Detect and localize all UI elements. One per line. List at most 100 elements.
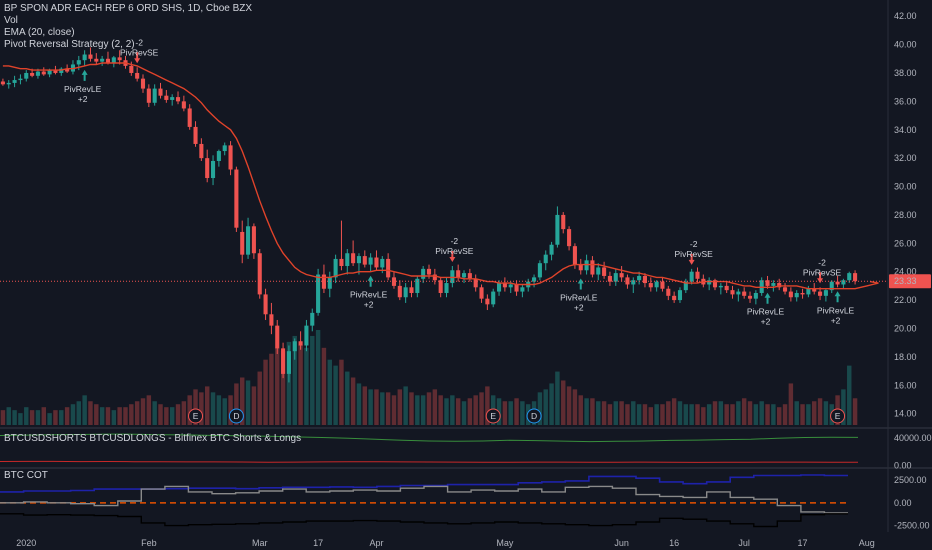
candle-body [18, 78, 23, 81]
volume-bar [12, 410, 17, 425]
volume-bar [438, 395, 443, 425]
candle-body [637, 275, 642, 281]
volume-bar [385, 392, 391, 425]
long-signal-arrow [367, 275, 374, 287]
event-letter: D [531, 411, 537, 421]
candle-body [607, 275, 612, 282]
candle-body [672, 295, 677, 301]
volume-bar [455, 398, 461, 425]
candle-body [82, 54, 87, 61]
volume-bar [712, 401, 718, 425]
price-tick-label: 18.00 [894, 352, 917, 362]
candle-body [549, 244, 554, 255]
pane3-tick-label: -2500.00 [894, 521, 930, 531]
volume-bar [310, 335, 315, 425]
candle-body [707, 280, 712, 285]
candle-body [281, 348, 286, 374]
candle-body [631, 280, 636, 285]
candle-body [304, 325, 309, 346]
candle-body [386, 258, 391, 278]
volume-bar [677, 401, 683, 425]
ema-legend[interactable]: EMA (20, close) [4, 27, 75, 38]
pane2-legend: BTCUSDSHORTS BTCUSDLONGS - Bitfinex BTC … [4, 433, 301, 445]
candle-body [187, 108, 192, 127]
candle-body [841, 280, 846, 285]
candle-body [298, 341, 303, 346]
time-tick-label: 17 [798, 538, 808, 548]
short-signal-qty: -2 [690, 239, 698, 249]
candle-body [438, 280, 443, 293]
candle-body [712, 280, 718, 288]
volume-bar [590, 398, 595, 425]
volume-bar [485, 386, 490, 425]
candle-body [41, 71, 46, 75]
volume-bar [222, 398, 227, 425]
candle-body [502, 283, 507, 288]
time-tick-label: Jun [614, 538, 629, 548]
volume-bar [327, 359, 332, 425]
price-tick-label: 14.00 [894, 409, 917, 419]
candle-body [561, 214, 566, 230]
volume-bar [461, 401, 467, 425]
volume-bar [724, 404, 729, 425]
volume-bar [736, 401, 741, 425]
candle-body [806, 288, 811, 295]
candle-body [403, 287, 408, 298]
candle-body [158, 88, 163, 96]
volume-bar [718, 401, 724, 425]
volume-bar [123, 407, 128, 425]
price-tick-label: 28.00 [894, 210, 917, 220]
volume-bar [642, 404, 648, 425]
candle-body [199, 143, 204, 159]
candle-body [263, 294, 268, 315]
candle-body [479, 287, 484, 299]
longs-line [0, 433, 859, 443]
time-tick-label: Jul [738, 538, 750, 548]
candle-body [35, 71, 40, 76]
volume-bar [619, 401, 624, 425]
shorts-line [0, 460, 859, 463]
candle-body [730, 290, 735, 295]
volume-bar [164, 407, 169, 425]
candle-body [129, 65, 134, 73]
volume-bar [771, 404, 776, 425]
candle-body [397, 285, 402, 298]
time-tick-label: Apr [369, 538, 383, 548]
volume-bar [269, 353, 274, 425]
candle-body [677, 290, 683, 301]
volume-bar [374, 389, 379, 425]
price-tick-label: 34.00 [894, 125, 917, 135]
volume-bar [380, 392, 385, 425]
volume-bar [607, 404, 613, 425]
volume-bar [175, 404, 181, 425]
cot-blue-line [0, 474, 848, 493]
candle-body [432, 274, 437, 281]
candle-body [660, 281, 665, 289]
volume-bar [730, 404, 735, 425]
short-signal-arrow [688, 253, 695, 265]
pane3-title[interactable]: BTC COT [4, 470, 48, 481]
candle-body [788, 291, 793, 298]
candle-body [222, 145, 227, 152]
volume-bar [6, 407, 11, 425]
vol-legend[interactable]: Vol [4, 15, 18, 26]
candle-body [193, 126, 198, 144]
volume-bar [561, 380, 566, 425]
cot-black-line [0, 513, 848, 528]
time-tick-label: Aug [859, 538, 875, 548]
candle-body [461, 273, 467, 278]
strategy-legend[interactable]: Pivot Reversal Strategy (2, 2) [4, 39, 135, 50]
main-title[interactable]: BP SPON ADR EACH REP 6 ORD SHS, 1D, Cboe… [4, 3, 253, 14]
volume-bar [806, 404, 811, 425]
volume-bar [216, 395, 222, 425]
long-signal-qty: +2 [574, 303, 584, 313]
last-price-badge [889, 274, 931, 289]
volume-bar [794, 401, 799, 425]
candle-body [800, 292, 805, 295]
candle-body [829, 281, 834, 291]
volume-bar [193, 389, 198, 425]
pane2-title[interactable]: BTCUSDSHORTS BTCUSDLONGS - Bitfinex BTC … [4, 433, 302, 444]
volume-bar [350, 377, 356, 425]
short-signal-qty: -2 [451, 236, 459, 246]
candle-body [578, 264, 583, 271]
